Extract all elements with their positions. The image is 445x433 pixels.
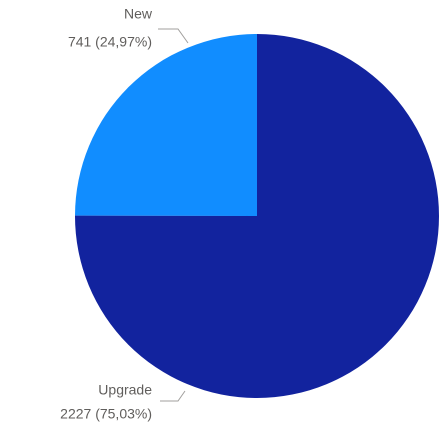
category-label: Upgrade — [98, 382, 152, 398]
data-label: 741 (24,97%) — [68, 34, 152, 50]
pie-slice — [75, 34, 258, 216]
leader-line — [158, 28, 189, 44]
pie-slice — [74, 34, 440, 398]
category-label: New — [124, 6, 153, 22]
data-label: 2227 (75,03%) — [60, 406, 152, 422]
leader-line — [160, 390, 186, 402]
